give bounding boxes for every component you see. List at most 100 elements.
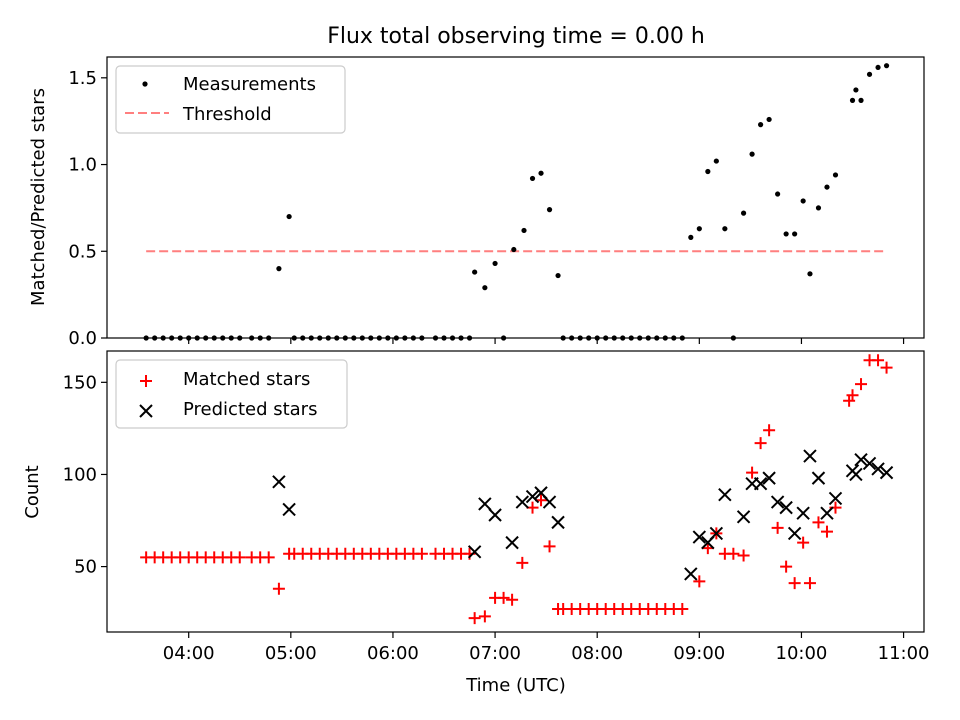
- measurement-point: [586, 335, 592, 341]
- top-y-tick-label: 1.5: [68, 68, 97, 89]
- legend-predicted-label: Predicted stars: [183, 399, 317, 420]
- measurement-point: [807, 271, 813, 277]
- predicted-stars-point: [820, 506, 834, 520]
- matched-stars-point: [820, 525, 833, 538]
- measurement-point: [858, 97, 864, 103]
- measurement-point: [317, 335, 323, 341]
- measurement-point: [758, 122, 764, 128]
- measurement-point: [143, 335, 149, 341]
- predicted-stars-point: [488, 508, 502, 522]
- measurement-point: [705, 168, 711, 175]
- measurement-point: [342, 335, 348, 341]
- matched-stars-point: [543, 540, 556, 553]
- predicted-stars-point: [467, 545, 482, 559]
- matched-stars-point: [872, 354, 885, 367]
- top-y-tick-label: 0.0: [68, 328, 97, 349]
- measurement-point: [492, 260, 498, 267]
- matched-stars-point: [701, 542, 714, 555]
- bottom-y-axis: 50 100 150: [63, 372, 107, 578]
- measurement-point: [688, 234, 694, 240]
- matched-stars-point: [803, 577, 816, 590]
- measurement-point: [432, 335, 439, 341]
- measurement-point: [853, 87, 859, 93]
- measurement-point: [529, 175, 536, 182]
- measurement-point: [458, 335, 464, 341]
- measurement-point: [722, 226, 728, 232]
- bottom-x-tick-label: 10:00: [776, 643, 828, 664]
- measurement-point: [237, 335, 243, 341]
- legend-matched-label: Matched stars: [183, 369, 310, 390]
- measurement-point: [546, 207, 553, 213]
- top-x-axis-ticks: [188, 338, 905, 344]
- measurement-point: [832, 172, 839, 178]
- measurement-point: [177, 335, 183, 341]
- top-y-tick-label: 1.0: [68, 155, 97, 176]
- measurement-point: [637, 335, 643, 341]
- matched-stars-point: [771, 521, 784, 534]
- measurements-layer: [143, 63, 890, 341]
- measurement-point: [875, 64, 881, 71]
- measurement-point: [376, 335, 382, 341]
- matched-stars-point: [468, 612, 481, 625]
- legend-predicted-marker: [139, 404, 153, 418]
- measurement-point: [169, 335, 175, 341]
- measurement-point: [228, 335, 234, 341]
- measurement-point: [203, 335, 209, 341]
- measurement-point: [800, 198, 806, 204]
- measurement-point: [449, 335, 456, 341]
- measurement-point: [671, 335, 677, 341]
- bottom-x-tick-label: 07:00: [469, 643, 521, 664]
- predicted-stars-point: [862, 456, 877, 471]
- measurement-point: [866, 71, 873, 77]
- bottom-x-tick-label: 04:00: [163, 643, 215, 664]
- bottom-x-tick-label: 06:00: [367, 643, 419, 664]
- measurement-point: [308, 335, 314, 341]
- measurement-point: [560, 335, 566, 341]
- matched-stars-point: [727, 547, 740, 560]
- measurement-point: [775, 191, 781, 197]
- predicted-stars-point: [854, 453, 868, 467]
- measurement-point: [679, 335, 685, 341]
- predicted-stars-point: [272, 475, 286, 489]
- matched-stars-point: [754, 437, 767, 450]
- predicted-stars-point: [762, 471, 776, 485]
- predicted-stars-point: [787, 526, 802, 541]
- measurement-point: [603, 335, 609, 341]
- measurement-point: [276, 266, 282, 272]
- predicted-stars-point: [753, 476, 768, 491]
- measurement-point: [749, 151, 755, 157]
- measurement-point: [654, 335, 660, 341]
- matched-stars-point: [233, 551, 246, 564]
- measurement-point: [249, 335, 255, 341]
- measurement-point: [628, 335, 634, 341]
- bottom-legend: Matched stars Predicted stars: [115, 359, 348, 429]
- measurement-point: [577, 335, 583, 341]
- measurement-point: [569, 335, 575, 341]
- matched-stars-point: [497, 591, 510, 604]
- measurement-point: [359, 335, 365, 341]
- legend-matched-marker: [140, 375, 152, 387]
- top-plot-frame: [106, 56, 925, 339]
- measurement-point: [815, 205, 822, 211]
- predicted-stars-point: [282, 502, 296, 517]
- predicted-stars-point: [803, 449, 817, 463]
- measurement-point: [351, 335, 357, 341]
- measurement-point: [211, 335, 217, 341]
- measurement-point: [325, 335, 331, 341]
- measurement-point: [410, 335, 416, 341]
- measurement-point: [186, 335, 192, 341]
- predicted-stars-point: [779, 500, 793, 515]
- measurement-point: [740, 210, 747, 216]
- bottom-x-axis: 04:00 05:00 06:00 07:00 08:00 09:00 10:00 11:00: [163, 632, 930, 664]
- top-y-axis: 0.0 0.5 1.0 1.5: [68, 68, 107, 349]
- measurement-point: [696, 226, 702, 232]
- matched-stars-point: [880, 361, 893, 374]
- measurement-point: [783, 231, 789, 237]
- measurement-point: [883, 63, 890, 69]
- matched-stars-point: [676, 602, 689, 615]
- measurement-point: [152, 335, 158, 341]
- bottom-x-tick-label: 11:00: [878, 643, 930, 664]
- measurement-point: [300, 335, 306, 341]
- measurement-point: [419, 335, 425, 341]
- matched-stars-point: [763, 424, 776, 437]
